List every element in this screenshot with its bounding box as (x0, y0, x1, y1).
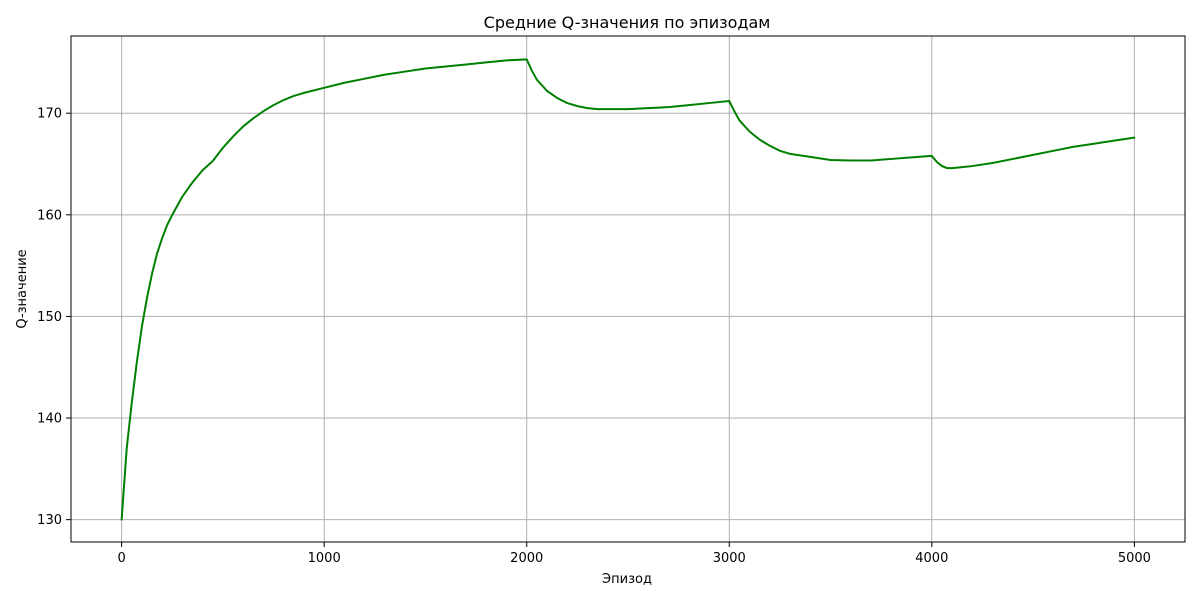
y-tick-label: 140 (37, 412, 62, 427)
x-tick-label: 3000 (713, 551, 746, 566)
x-tick-label: 5000 (1118, 551, 1151, 566)
x-axis-label: Эпизод (602, 572, 652, 587)
grid-layer (71, 36, 1185, 542)
x-tick-label: 4000 (915, 551, 948, 566)
y-axis-label: Q-значение (15, 249, 30, 328)
series-line-0 (120, 58, 1136, 521)
y-tick-label: 150 (37, 310, 62, 325)
y-tick-label: 160 (37, 208, 62, 223)
x-tick-label: 2000 (510, 551, 543, 566)
y-tick-label: 170 (37, 107, 62, 122)
chart-title: Средние Q-значения по эпизодам (484, 13, 771, 32)
x-tick-label: 0 (117, 551, 125, 566)
tick-layer: 0 1000 2000 3000 4000 5000 130 140 150 160 170 (37, 107, 1151, 566)
x-tick-label: 1000 (308, 551, 341, 566)
y-tick-label: 130 (37, 513, 62, 528)
plot-frame (70, 35, 1186, 543)
series-layer (120, 58, 1136, 521)
